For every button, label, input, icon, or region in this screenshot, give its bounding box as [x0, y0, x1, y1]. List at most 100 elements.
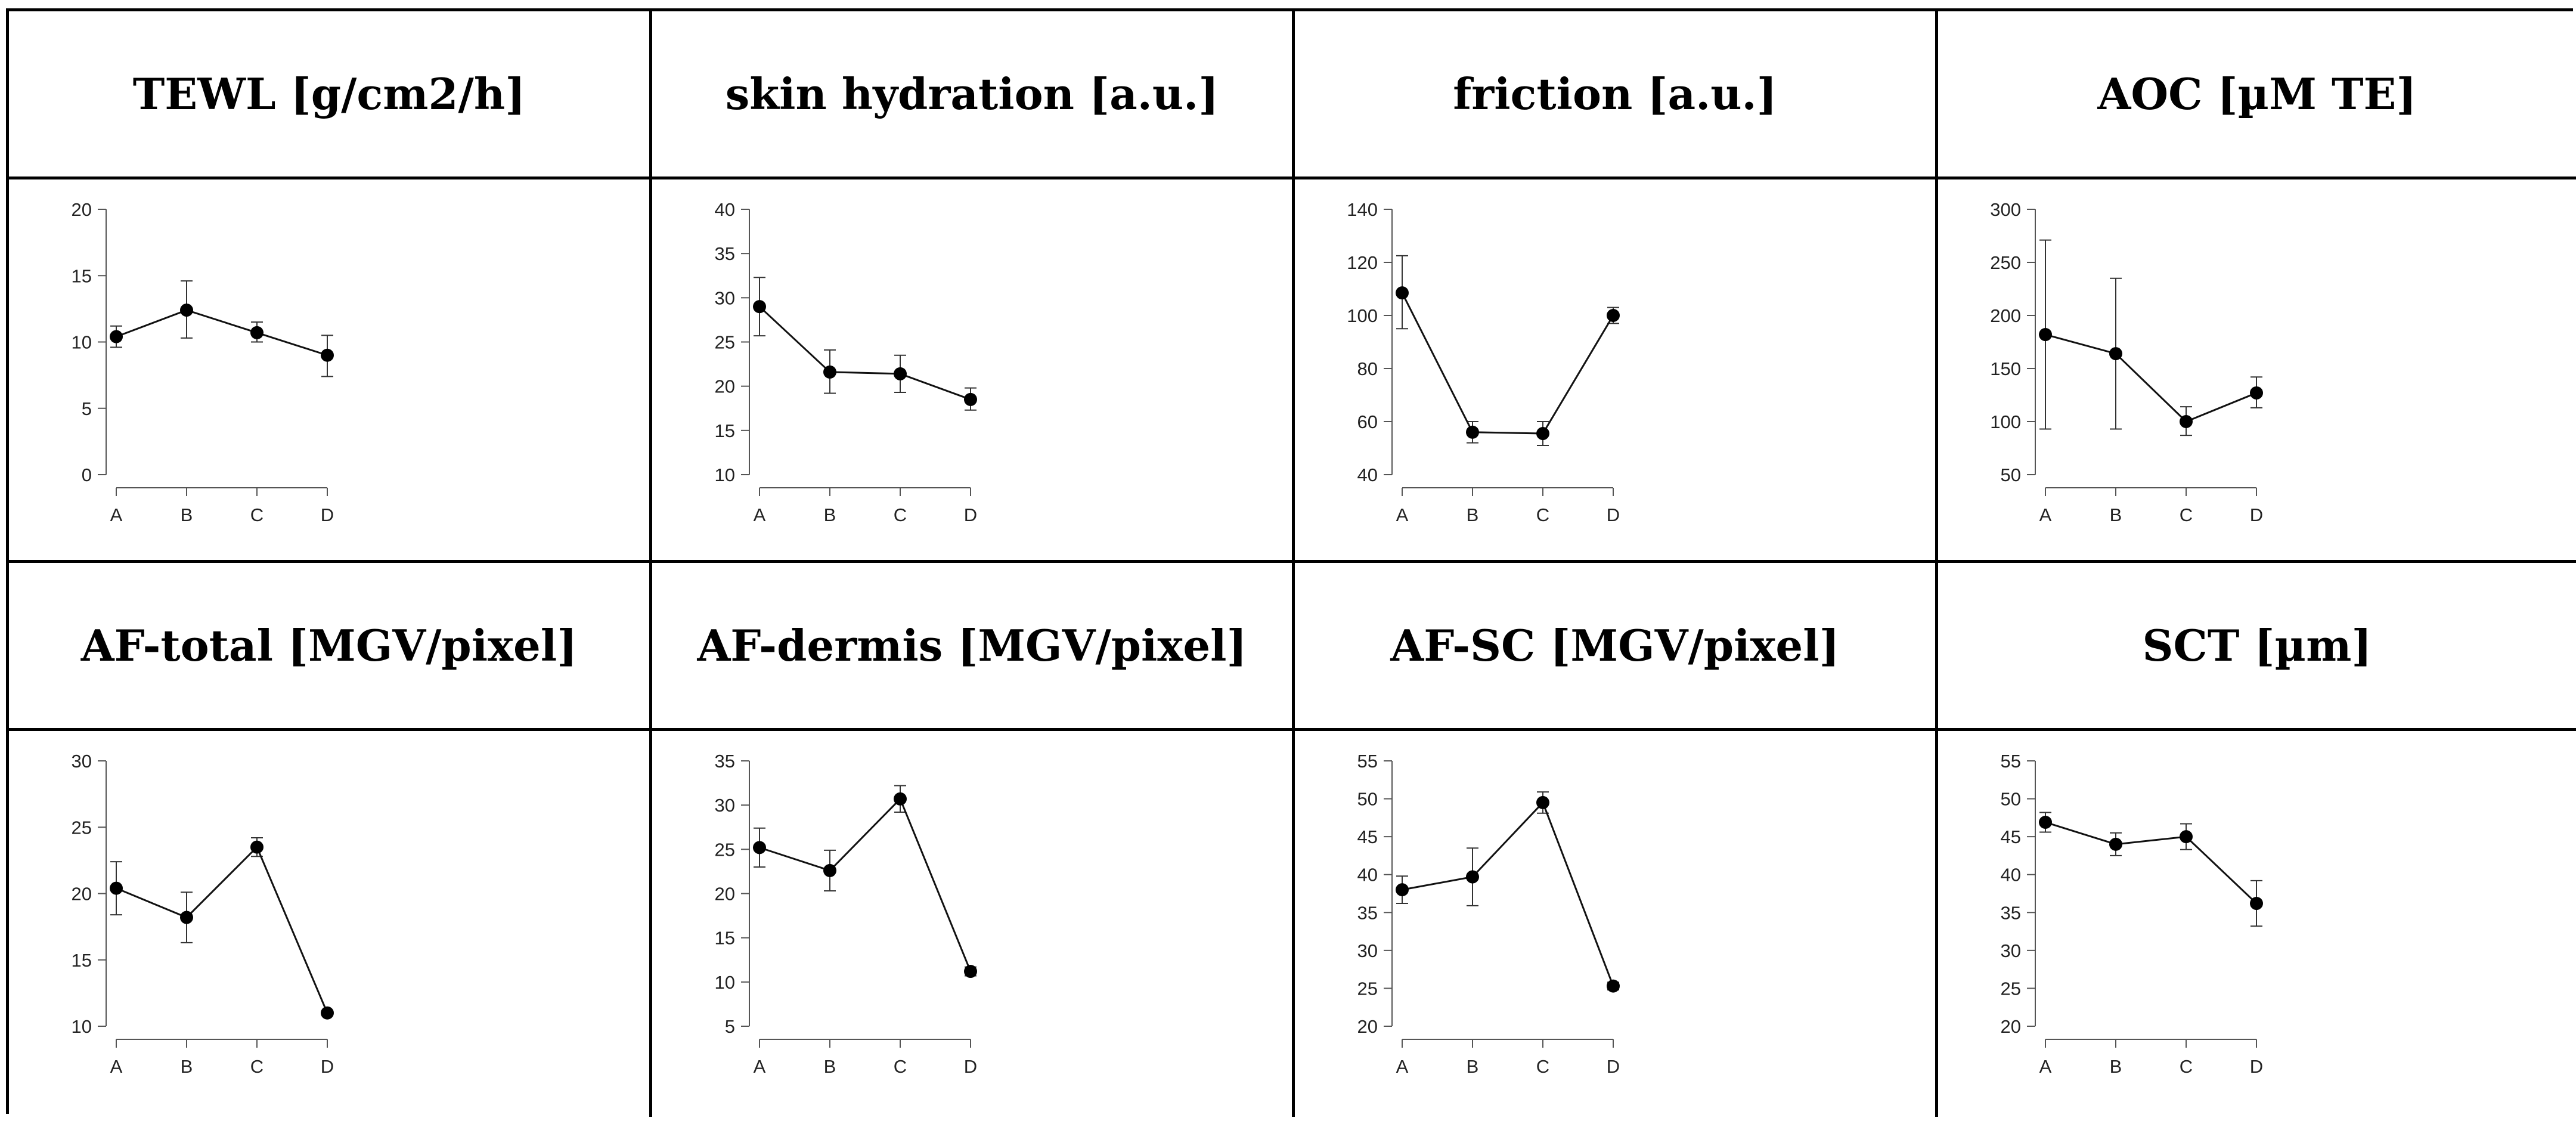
chart-svg: 20 25 30 35 40 45 50 55 A B C D: [2001, 751, 2264, 1077]
panel-title-friction: friction [a.u.]: [1453, 69, 1777, 119]
data-point: [180, 304, 193, 317]
series-line: [116, 845, 328, 1014]
x-tick-label: D: [321, 504, 334, 525]
chart-svg: 0 5 10 15 20 A B C D: [72, 199, 334, 525]
chart-panel-friction: 40 60 80 100 120 140 A B C D: [1295, 179, 1938, 563]
data-point: [1536, 795, 1549, 809]
y-tick-label: 40: [1357, 865, 1378, 886]
y-tick-label: 30: [2001, 940, 2021, 961]
y-tick-label: 50: [1357, 789, 1378, 810]
panel-title-sct: SCT [µm]: [2142, 620, 2372, 671]
series-line: [1402, 801, 1614, 987]
y-tick-label: 5: [82, 398, 92, 419]
y-tick-label: 100: [1347, 305, 1378, 326]
data-point: [2180, 830, 2193, 844]
x-tick-label: A: [110, 504, 123, 525]
y-tick-label: 100: [1990, 411, 2021, 432]
y-tick-label: 0: [82, 465, 92, 485]
x-tick-label: B: [181, 1056, 193, 1077]
data-point: [1396, 883, 1409, 897]
y-tick-label: 40: [2001, 865, 2021, 886]
data-point: [753, 841, 766, 854]
panel-title-cell: AF-SC [MGV/pixel]: [1295, 563, 1938, 731]
y-tick-label: 10: [715, 972, 735, 993]
y-tick-label: 30: [1357, 940, 1378, 961]
data-point: [1466, 870, 1479, 884]
chart-panel-tewl: 0 5 10 15 20 A B C D: [9, 179, 652, 563]
data-point: [894, 792, 907, 806]
y-tick-label: 25: [1357, 978, 1378, 999]
y-tick-label: 300: [1990, 199, 2021, 220]
y-tick-label: 15: [715, 928, 735, 949]
y-tick-label: 80: [1357, 358, 1378, 379]
chart-panel-aoc: 50 100 150 200 250 300 A B C D: [1938, 179, 2576, 563]
y-tick-label: 50: [2001, 465, 2021, 485]
x-tick-label: D: [321, 1056, 334, 1077]
series-line: [758, 306, 971, 401]
panel-title-cell: AF-total [MGV/pixel]: [9, 563, 652, 731]
chart-svg: 50 100 150 200 250 300 A B C D: [1990, 199, 2263, 525]
y-tick-label: 20: [1357, 1016, 1378, 1037]
x-tick-label: C: [2180, 504, 2193, 525]
y-tick-label: 20: [72, 884, 92, 905]
series-line: [2045, 333, 2257, 423]
data-point: [110, 330, 123, 343]
panel-title-cell: AF-dermis [MGV/pixel]: [652, 563, 1295, 731]
chart-panel-af-dermis: 5 10 15 20 25 30 35 A B C D: [652, 731, 1295, 1117]
chart-svg: 10 15 20 25 30 A B C D: [72, 751, 334, 1077]
x-tick-label: D: [964, 1056, 977, 1077]
x-tick-label: B: [1467, 1056, 1479, 1077]
y-tick-label: 200: [1990, 305, 2021, 326]
panel-title-af-total: AF-total [MGV/pixel]: [80, 620, 578, 671]
y-tick-label: 20: [2001, 1016, 2021, 1037]
x-tick-label: B: [824, 504, 836, 525]
x-tick-label: D: [2250, 1056, 2263, 1077]
data-point: [110, 881, 123, 895]
y-tick-label: 120: [1347, 252, 1378, 273]
y-tick-label: 40: [715, 199, 735, 220]
x-tick-label: C: [250, 1056, 264, 1077]
panel-title-tewl: TEWL [g/cm2/h]: [132, 69, 526, 119]
chart-panel-af-sc: 20 25 30 35 40 45 50 55 A B C D: [1295, 731, 1938, 1117]
figure-table: TEWL [g/cm2/h] skin hydration [a.u.] fri…: [6, 8, 2576, 1117]
y-tick-label: 35: [715, 243, 735, 264]
chart-svg: 20 25 30 35 40 45 50 55 A B C D: [1357, 751, 1620, 1077]
data-point: [321, 1006, 334, 1020]
y-tick-label: 5: [725, 1016, 735, 1037]
y-tick-label: 55: [2001, 751, 2021, 772]
y-tick-label: 15: [72, 265, 92, 286]
y-tick-label: 30: [715, 795, 735, 816]
y-tick-label: 45: [2001, 826, 2021, 847]
panel-title-cell: friction [a.u.]: [1295, 11, 1938, 179]
data-point: [1607, 979, 1620, 993]
y-tick-label: 10: [715, 465, 735, 485]
x-tick-label: B: [2110, 504, 2122, 525]
panel-title-cell: skin hydration [a.u.]: [652, 11, 1295, 179]
x-tick-label: D: [2250, 504, 2263, 525]
x-tick-label: C: [894, 504, 907, 525]
y-tick-label: 60: [1357, 411, 1378, 432]
y-tick-label: 150: [1990, 358, 2021, 379]
chart-panel-sct: 20 25 30 35 40 45 50 55 A B C D: [1938, 731, 2576, 1117]
x-tick-label: B: [2110, 1056, 2122, 1077]
data-point: [2039, 328, 2052, 342]
x-tick-label: D: [1607, 1056, 1620, 1077]
y-tick-label: 35: [1357, 902, 1378, 923]
data-point: [321, 348, 334, 362]
x-tick-label: A: [1396, 504, 1409, 525]
y-tick-label: 250: [1990, 252, 2021, 273]
panel-title-cell: AOC [µM TE]: [1938, 11, 2576, 179]
x-tick-label: A: [754, 1056, 766, 1077]
series-line: [759, 797, 972, 972]
x-tick-label: C: [2180, 1056, 2193, 1077]
y-tick-label: 35: [715, 751, 735, 772]
data-point: [964, 392, 977, 406]
panel-title-aoc: AOC [µM TE]: [2097, 69, 2417, 119]
y-tick-label: 30: [715, 287, 735, 308]
chart-svg: 40 60 80 100 120 140 A B C D: [1347, 199, 1620, 525]
data-point: [964, 965, 977, 979]
y-tick-label: 35: [2001, 902, 2021, 923]
y-tick-label: 55: [1357, 751, 1378, 772]
x-tick-label: C: [1536, 1056, 1549, 1077]
panel-title-cell: SCT [µm]: [1938, 563, 2576, 731]
